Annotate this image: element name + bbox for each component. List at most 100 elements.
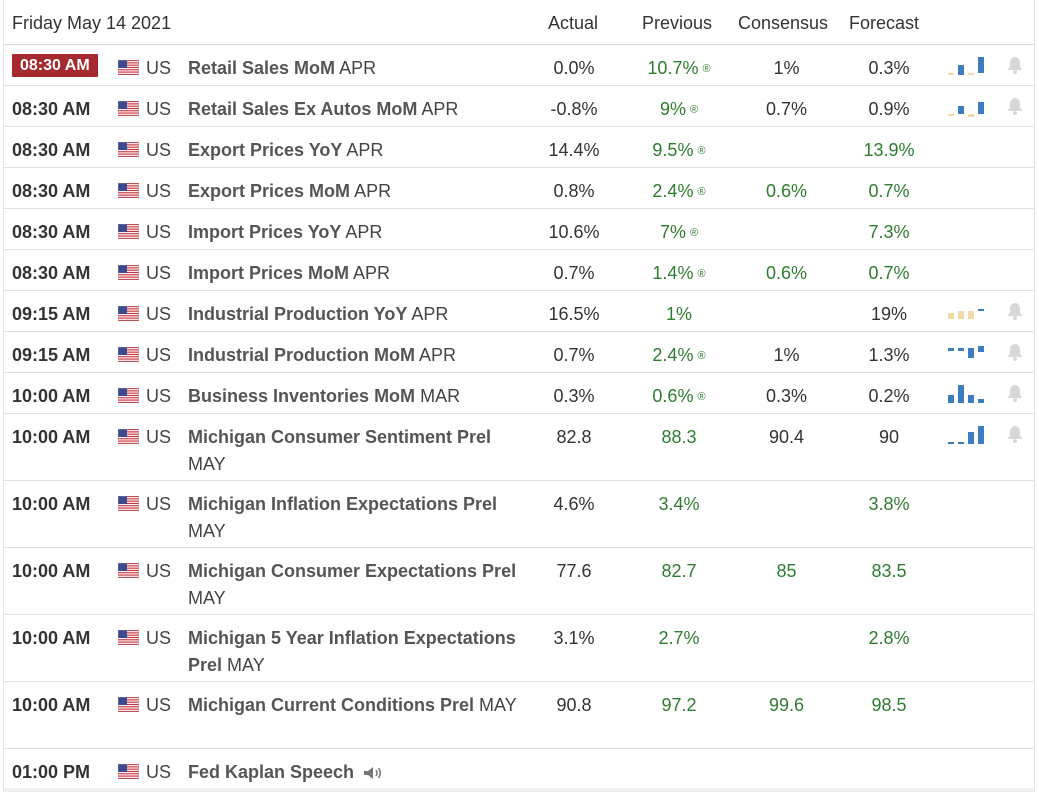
- event-name[interactable]: Michigan Inflation Expectations Prel MAY: [188, 494, 498, 541]
- time: 08:30 AM: [12, 222, 91, 242]
- table-row[interactable]: 08:30 AM US Export Prices YoY APR 14.4% …: [4, 127, 1034, 168]
- forecast-value: 1.3%: [868, 345, 910, 365]
- consensus-value: 1%: [773, 58, 800, 78]
- mini-chart-icon[interactable]: [944, 299, 988, 323]
- country-code: US: [146, 99, 172, 119]
- actual-value: 0.7%: [553, 263, 595, 283]
- mini-chart-icon[interactable]: [944, 381, 988, 405]
- consensus-value: 1%: [773, 345, 800, 365]
- event-name[interactable]: Fed Kaplan Speech: [188, 759, 528, 786]
- forecast-value: 0.2%: [868, 386, 910, 406]
- bell-icon[interactable]: [1005, 55, 1025, 75]
- us-flag-icon: [118, 630, 139, 645]
- table-row[interactable]: 10:00 AM US Michigan Consumer Expectatio…: [4, 548, 1034, 615]
- revised-icon: ®: [697, 349, 706, 362]
- country-code: US: [146, 140, 172, 160]
- forecast-value: 98.5: [871, 695, 907, 715]
- actual-value: 0.8%: [553, 181, 595, 201]
- mini-chart-icon[interactable]: [944, 53, 988, 77]
- us-flag-icon: [118, 563, 139, 578]
- event-name[interactable]: Michigan Consumer Expectations Prel MAY: [188, 561, 517, 608]
- us-flag-icon: [118, 265, 139, 280]
- mini-chart-icon[interactable]: [944, 340, 988, 364]
- table-row[interactable]: 09:15 AM US Industrial Production YoY AP…: [4, 291, 1034, 332]
- date-heading: Friday May 14 2021: [12, 13, 172, 33]
- consensus-value: 0.6%: [765, 181, 808, 201]
- actual-value: 16.5%: [548, 304, 600, 324]
- time: 10:00 AM: [12, 695, 91, 715]
- column-consensus[interactable]: Consensus: [738, 13, 829, 33]
- event-name[interactable]: Industrial Production YoY APR: [188, 304, 449, 324]
- forecast-value: 7.3%: [868, 222, 910, 242]
- bell-icon[interactable]: [1005, 301, 1025, 321]
- event-name[interactable]: Michigan 5 Year Inflation Expectations P…: [188, 628, 516, 675]
- time: 10:00 AM: [12, 494, 91, 514]
- us-flag-icon: [118, 183, 139, 198]
- table-row[interactable]: 10:00 AM US Michigan 5 Year Inflation Ex…: [4, 615, 1034, 682]
- table-header: Friday May 14 2021 Actual Previous Conse…: [4, 0, 1034, 45]
- previous-value: 3.4%: [658, 494, 700, 514]
- previous-value: 82.7: [661, 561, 697, 581]
- forecast-value: 3.8%: [868, 494, 910, 514]
- event-name[interactable]: Michigan Consumer Sentiment Prel MAY: [188, 427, 492, 474]
- country-code: US: [146, 345, 172, 365]
- event-name[interactable]: Import Prices YoY APR: [188, 222, 383, 242]
- previous-value: 2.4% ®: [652, 345, 706, 365]
- consensus-value: 0.7%: [765, 99, 808, 119]
- country-code: US: [146, 222, 172, 242]
- forecast-value: 0.9%: [868, 99, 910, 119]
- column-forecast[interactable]: Forecast: [849, 13, 920, 33]
- bell-icon[interactable]: [1005, 342, 1025, 362]
- table-row[interactable]: 10:00 AM US Michigan Consumer Sentiment …: [4, 414, 1034, 481]
- actual-value: 0.7%: [553, 345, 595, 365]
- actual-value: 0.3%: [553, 386, 595, 406]
- revised-icon: ®: [697, 390, 706, 403]
- actual-value: -0.8%: [550, 99, 598, 119]
- event-name[interactable]: Import Prices MoM APR: [188, 263, 391, 283]
- us-flag-icon: [118, 101, 139, 116]
- country-code: US: [146, 386, 172, 406]
- revised-icon: ®: [697, 185, 706, 198]
- us-flag-icon: [118, 142, 139, 157]
- table-row[interactable]: 10:00 AM US Michigan Inflation Expectati…: [4, 481, 1034, 548]
- table-row[interactable]: 08:30 AM US Retail Sales MoM APR 0.0% 10…: [4, 45, 1034, 86]
- previous-value: 9.5% ®: [652, 140, 706, 160]
- table-row[interactable]: 10:00 AM US Michigan Current Conditions …: [4, 682, 1034, 749]
- bottom-divider: [4, 788, 1034, 792]
- time: 08:30 AM: [12, 140, 91, 160]
- table-row[interactable]: 10:00 AM US Business Inventories MoM MAR…: [4, 373, 1034, 414]
- mini-chart-icon[interactable]: [944, 94, 988, 118]
- revised-icon: ®: [689, 226, 699, 239]
- previous-value: 97.2: [661, 695, 697, 715]
- table-row[interactable]: 01:00 PM US Fed Kaplan Speech: [4, 749, 1034, 790]
- forecast-value: 0.3%: [868, 58, 910, 78]
- event-name[interactable]: Michigan Current Conditions Prel MAY: [188, 695, 517, 715]
- table-row[interactable]: 08:30 AM US Import Prices YoY APR 10.6% …: [4, 209, 1034, 250]
- event-name[interactable]: Business Inventories MoM MAR: [188, 386, 461, 406]
- event-name[interactable]: Industrial Production MoM APR: [188, 345, 457, 365]
- bell-icon[interactable]: [1005, 424, 1025, 444]
- time-badge-current: 08:30 AM: [12, 54, 98, 77]
- mini-chart-icon[interactable]: [944, 422, 988, 446]
- table-row[interactable]: 09:15 AM US Industrial Production MoM AP…: [4, 332, 1034, 373]
- forecast-value: 19%: [870, 304, 908, 324]
- actual-value: 0.0%: [553, 58, 595, 78]
- event-name[interactable]: Export Prices YoY APR: [188, 140, 384, 160]
- time: 08:30 AM: [12, 99, 91, 119]
- table-row[interactable]: 08:30 AM US Import Prices MoM APR 0.7% 1…: [4, 250, 1034, 291]
- consensus-value: 99.6: [768, 695, 805, 715]
- bell-icon[interactable]: [1005, 96, 1025, 116]
- event-name[interactable]: Export Prices MoM APR: [188, 181, 392, 201]
- table-row[interactable]: 08:30 AM US Retail Sales Ex Autos MoM AP…: [4, 86, 1034, 127]
- table-row[interactable]: 08:30 AM US Export Prices MoM APR 0.8% 2…: [4, 168, 1034, 209]
- revised-icon: ®: [689, 103, 699, 116]
- us-flag-icon: [118, 60, 139, 75]
- time: 09:15 AM: [12, 345, 91, 365]
- time: 01:00 PM: [12, 762, 91, 782]
- column-previous[interactable]: Previous: [642, 13, 713, 33]
- event-name[interactable]: Retail Sales Ex Autos MoM APR: [188, 99, 459, 119]
- bell-icon[interactable]: [1005, 383, 1025, 403]
- column-actual[interactable]: Actual: [548, 13, 599, 33]
- event-name[interactable]: Retail Sales MoM APR: [188, 58, 377, 78]
- time: 08:30 AM: [12, 181, 91, 201]
